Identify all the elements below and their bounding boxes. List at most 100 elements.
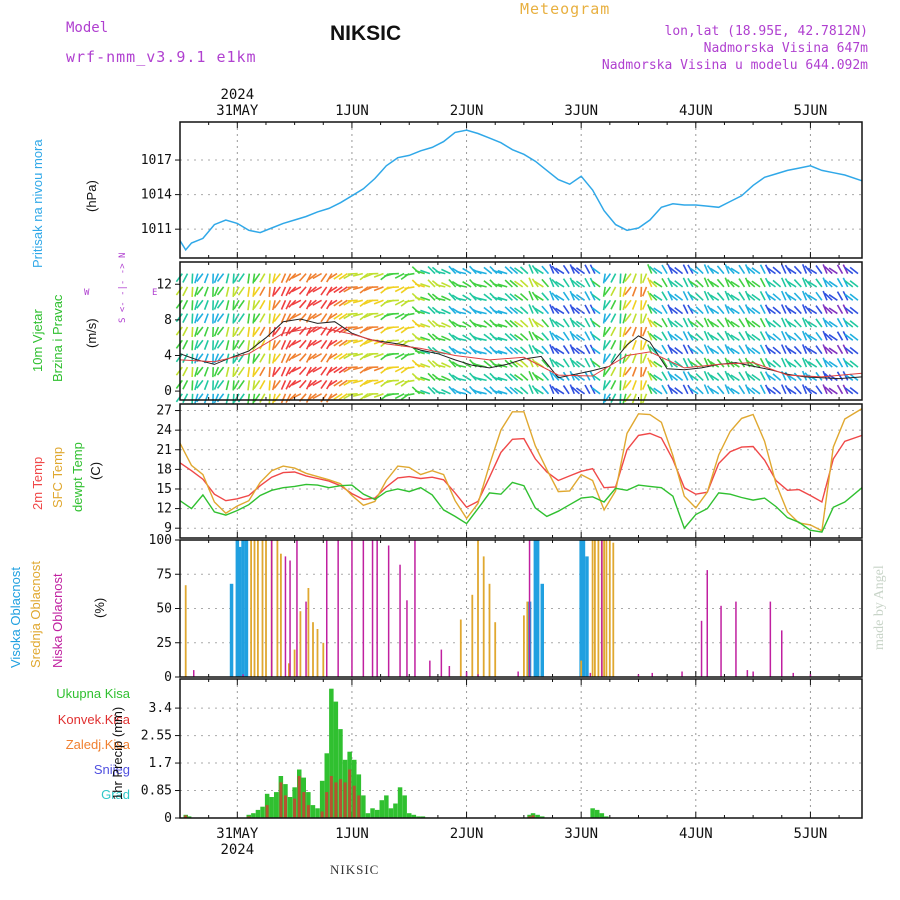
wind-arrow xyxy=(448,305,457,315)
wind-arrow xyxy=(824,292,833,301)
wind-arrow xyxy=(562,358,570,368)
wind-arrow xyxy=(305,299,312,310)
wind-arrow xyxy=(288,313,297,322)
wind-arrow xyxy=(828,387,838,395)
wind-arrow xyxy=(253,286,261,296)
wind-arrow xyxy=(312,366,322,373)
wind-arrow xyxy=(328,286,338,293)
wind-arrow xyxy=(780,317,787,328)
wind-arrow xyxy=(291,286,302,293)
y-tick-label: 15 xyxy=(156,482,172,497)
wind-arrow xyxy=(844,360,854,368)
wind-arrow xyxy=(751,347,761,355)
wind-arrow xyxy=(555,307,565,315)
wind-arrow xyxy=(793,359,802,368)
cloud-bar xyxy=(250,540,252,677)
precip-bar xyxy=(284,795,287,818)
wind-arrow xyxy=(724,357,730,368)
wind-arrow xyxy=(504,386,513,395)
wind-arrow xyxy=(772,293,782,301)
cloud-bar xyxy=(351,540,353,677)
wind-arrow xyxy=(610,380,617,390)
wind-arrow xyxy=(528,304,534,314)
cloud-bar xyxy=(681,671,683,677)
wind-arrow xyxy=(706,305,715,315)
wind-arrow xyxy=(388,299,399,302)
wind-arrow xyxy=(784,304,792,315)
wind-arrow xyxy=(619,367,622,378)
wind-arrow xyxy=(787,280,797,288)
wind-arrow xyxy=(759,357,766,368)
wind-arrow xyxy=(551,332,560,341)
wind-arrow xyxy=(191,367,194,378)
wind-arrow xyxy=(280,326,287,337)
precip-bar xyxy=(402,795,407,818)
wind-arrow xyxy=(766,333,776,341)
wind-gust-line xyxy=(179,326,863,378)
wind-arrow xyxy=(647,370,653,381)
wind-arrow xyxy=(610,273,617,283)
wind-arrow xyxy=(420,323,431,328)
wind-arrow xyxy=(641,326,648,337)
wind-arrow xyxy=(373,312,384,318)
cloud-bar xyxy=(594,540,596,677)
wind-arrow xyxy=(492,296,503,302)
cloud-bar xyxy=(406,600,408,677)
wind-arrow xyxy=(822,264,828,274)
wind-arrow xyxy=(703,370,710,381)
wind-arrow xyxy=(844,346,854,355)
cloud-bar xyxy=(581,540,586,677)
wind-arrow xyxy=(497,323,508,328)
wind-arrow xyxy=(216,326,225,336)
wind-arrow xyxy=(427,332,436,341)
wind-arrow xyxy=(259,273,266,283)
wind-arrow xyxy=(268,326,271,338)
wind-arrow xyxy=(842,384,849,395)
wind-arrow xyxy=(448,278,457,288)
wind-arrow xyxy=(603,326,612,336)
cloud-bar xyxy=(242,674,244,677)
wind-arrow xyxy=(746,293,756,301)
wind-arrow xyxy=(328,299,338,307)
wind-arrow xyxy=(649,359,658,368)
wind-arrow xyxy=(237,393,245,403)
wind-arrow xyxy=(751,307,761,315)
wind-arrow xyxy=(388,352,399,355)
wind-arrow xyxy=(555,387,565,395)
wind-arrow xyxy=(333,326,343,334)
wind-arrow xyxy=(575,307,586,315)
wind-arrow xyxy=(824,359,833,368)
wind-arrow xyxy=(751,293,761,301)
cloud-bar xyxy=(477,674,479,677)
wind-arrow xyxy=(519,359,529,368)
wind-arrow xyxy=(759,344,766,355)
cloud-bar xyxy=(526,601,529,677)
wind-arrow xyxy=(822,357,828,368)
wind-arrow xyxy=(462,267,472,275)
wind-arrow xyxy=(352,272,363,277)
wind-arrow xyxy=(483,386,493,395)
wind-arrow xyxy=(669,280,678,288)
wind-arrow xyxy=(844,280,854,288)
wind-arrow xyxy=(272,366,276,377)
wind-arrow xyxy=(801,290,808,301)
wind-arrow xyxy=(312,339,322,346)
wind-arrow xyxy=(203,340,209,350)
wind-arrow xyxy=(203,393,209,404)
wind-arrow xyxy=(483,293,493,301)
wind-arrow xyxy=(504,306,513,315)
wind-arrow xyxy=(216,313,225,323)
panel-frame xyxy=(179,121,863,259)
cloud-bar xyxy=(253,540,256,677)
wind-arrow xyxy=(347,272,358,275)
wind-arrow xyxy=(320,353,328,363)
wind-arrow xyxy=(280,353,287,364)
wind-arrow xyxy=(804,332,813,341)
wind-arrow xyxy=(191,313,194,324)
y-tick-label: 27 xyxy=(156,404,172,419)
precip-bar xyxy=(324,753,329,818)
wind-arrow xyxy=(541,278,550,288)
wind-arrow xyxy=(435,283,446,288)
wind-arrow xyxy=(534,307,544,315)
wind-arrow xyxy=(584,344,591,355)
